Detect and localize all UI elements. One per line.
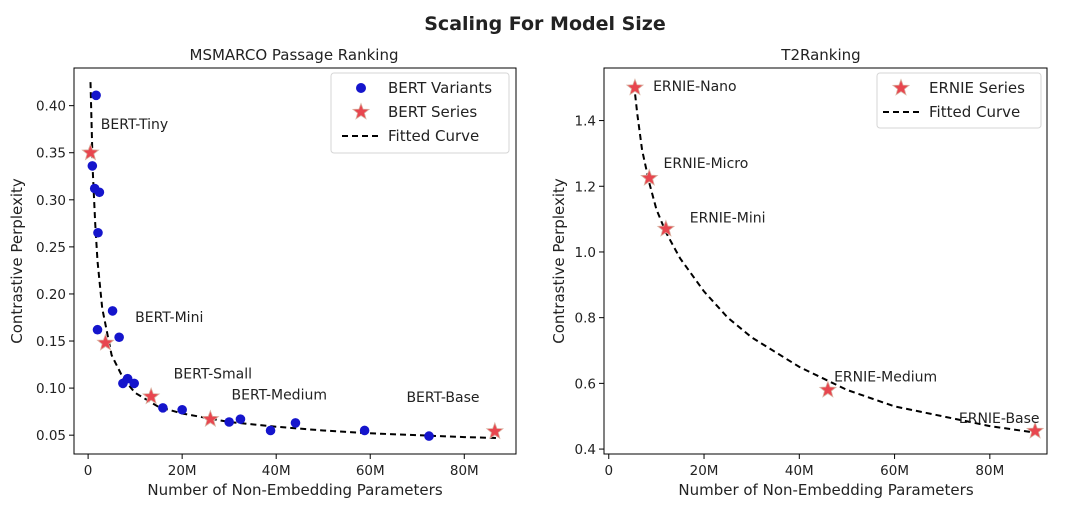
x-tick-label-msmarco: 40M (262, 463, 291, 479)
annotation-ernie-base: ERNIE-Base (959, 411, 1040, 427)
legend-label-bert-variants: BERT Variants (388, 79, 492, 97)
point-bert-variant (177, 404, 187, 415)
panel-title-t2ranking: T2Ranking (780, 46, 860, 64)
y-tick-label-msmarco: 0.35 (36, 146, 66, 162)
point-star-msmarco (141, 386, 161, 405)
point-star-msmarco (485, 421, 504, 440)
y-axis-label-msmarco: Contrastive Perplexity (8, 178, 26, 344)
legend-t2ranking: ERNIE Series Fitted Curve (876, 72, 1042, 129)
fitted-curve-msmarco (89, 82, 498, 439)
point-bert-variant (235, 414, 246, 424)
y-ticks-msmarco: 0.05 0.10 0.15 0.20 0.25 0.30 0.35 0.40 (36, 99, 74, 444)
y-tick-label-msmarco: 0.10 (36, 381, 66, 397)
annotation-ernie-medium: ERNIE-Medium (834, 370, 937, 386)
point-bert-variant (290, 418, 301, 428)
point-bert-variant (92, 324, 103, 335)
annotation-ernie-mini: ERNIE-Mini (690, 210, 766, 226)
x-tick-label-msmarco: 0 (84, 463, 93, 479)
point-bert-variant (129, 378, 139, 389)
legend-key-bert-variants (356, 83, 366, 93)
point-bert-variant (107, 306, 118, 316)
x-ticks-msmarco: 0 20M 40M 60M 80M (84, 454, 479, 479)
legend-label-fitted-curve-msmarco: Fitted Curve (388, 127, 479, 145)
y-tick-label-msmarco: 0.15 (36, 334, 66, 350)
point-bert-variant (158, 403, 168, 413)
point-bert-variant (424, 431, 434, 441)
annotation-ernie-micro: ERNIE-Micro (664, 156, 749, 172)
y-tick-label-msmarco: 0.05 (36, 428, 66, 444)
annotation-bert-mini: BERT-Mini (135, 310, 203, 326)
figure-title: Scaling For Model Size (424, 13, 666, 35)
legend-label-fitted-curve-t2ranking: Fitted Curve (929, 103, 1020, 121)
point-bert-variant (224, 417, 234, 427)
annotation-bert-medium: BERT-Medium (232, 387, 327, 403)
y-tick-label-t2ranking: 1.0 (575, 245, 596, 261)
fitted-curve-t2ranking (633, 84, 1036, 434)
plot-area-t2ranking: ERNIE-Nano ERNIE-Micro ERNIE-Mini ERNIE-Med… (625, 78, 1045, 439)
panel-title-msmarco: MSMARCO Passage Ranking (190, 46, 399, 64)
point-star-t2ranking (1025, 421, 1045, 439)
x-tick-label-t2ranking: 60M (880, 463, 909, 479)
y-tick-label-t2ranking: 0.8 (575, 311, 596, 327)
legend-box-msmarco (330, 72, 510, 154)
x-axis-label-t2ranking: Number of Non-Embedding Parameters (678, 481, 973, 499)
point-star-t2ranking (625, 78, 645, 96)
point-bert-variant (359, 425, 370, 436)
point-star-t2ranking (640, 168, 659, 186)
x-tick-label-t2ranking: 40M (785, 463, 814, 479)
annotation-ernie-nano: ERNIE-Nano (653, 79, 737, 95)
legend-label-ernie-series: ERNIE Series (929, 79, 1025, 97)
x-axis-label-msmarco: Number of Non-Embedding Parameters (147, 481, 442, 499)
x-tick-label-t2ranking: 0 (604, 463, 613, 479)
annotation-bert-small: BERT-Small (174, 367, 252, 383)
plot-area-msmarco: BERT-Tiny BERT-Mini BERT-Small BERT-Medium B… (81, 82, 504, 441)
point-star-msmarco (96, 333, 115, 351)
x-tick-label-msmarco: 20M (168, 463, 197, 479)
y-axis-label-t2ranking: Contrastive Perplexity (550, 178, 568, 344)
point-star-t2ranking (818, 380, 838, 398)
point-star-msmarco (81, 143, 100, 161)
point-bert-variant (94, 187, 105, 198)
y-tick-label-t2ranking: 1.4 (575, 114, 596, 130)
legend-box-t2ranking (876, 72, 1042, 129)
point-star-msmarco (201, 409, 220, 427)
y-tick-label-msmarco: 0.25 (36, 240, 66, 256)
point-bert-variant (93, 227, 103, 238)
point-bert-variant (87, 161, 98, 171)
legend-key-ernie-series (891, 78, 911, 96)
y-tick-label-msmarco: 0.20 (36, 287, 66, 303)
axes-frame-t2ranking (603, 67, 1048, 455)
x-tick-label-t2ranking: 80M (975, 463, 1004, 479)
point-bert-variant (265, 425, 276, 436)
axes-frame-msmarco (73, 67, 517, 455)
legend-key-bert-series (351, 102, 371, 120)
y-tick-label-t2ranking: 1.2 (575, 179, 596, 195)
legend-msmarco: BERT Variants BERT Series Fitted Curve (330, 72, 510, 154)
y-ticks-t2ranking: 0.4 0.6 0.8 1.0 1.2 1.4 (575, 114, 604, 458)
point-bert-variant (91, 90, 101, 101)
legend-label-bert-series: BERT Series (388, 103, 477, 121)
panel-t2ranking: T2Ranking 0 20M 40M 60M 80M 0.4 0.6 0.8 1.0 1.2 1… (550, 46, 1048, 499)
y-tick-label-msmarco: 0.30 (36, 193, 66, 209)
x-tick-label-msmarco: 80M (450, 463, 479, 479)
annotation-bert-base: BERT-Base (406, 390, 479, 406)
panel-msmarco: MSMARCO Passage Ranking 0 20M 40M 60M 80M 0.… (8, 46, 517, 499)
annotation-bert-tiny: BERT-Tiny (101, 117, 168, 133)
x-tick-label-t2ranking: 20M (690, 463, 719, 479)
point-bert-variant (114, 332, 124, 343)
y-tick-label-msmarco: 0.40 (36, 99, 66, 115)
x-ticks-t2ranking: 0 20M 40M 60M 80M (604, 454, 1004, 479)
point-star-t2ranking (656, 219, 676, 237)
y-tick-label-t2ranking: 0.6 (575, 376, 596, 392)
x-tick-label-msmarco: 60M (356, 463, 385, 479)
y-tick-label-t2ranking: 0.4 (575, 442, 596, 458)
